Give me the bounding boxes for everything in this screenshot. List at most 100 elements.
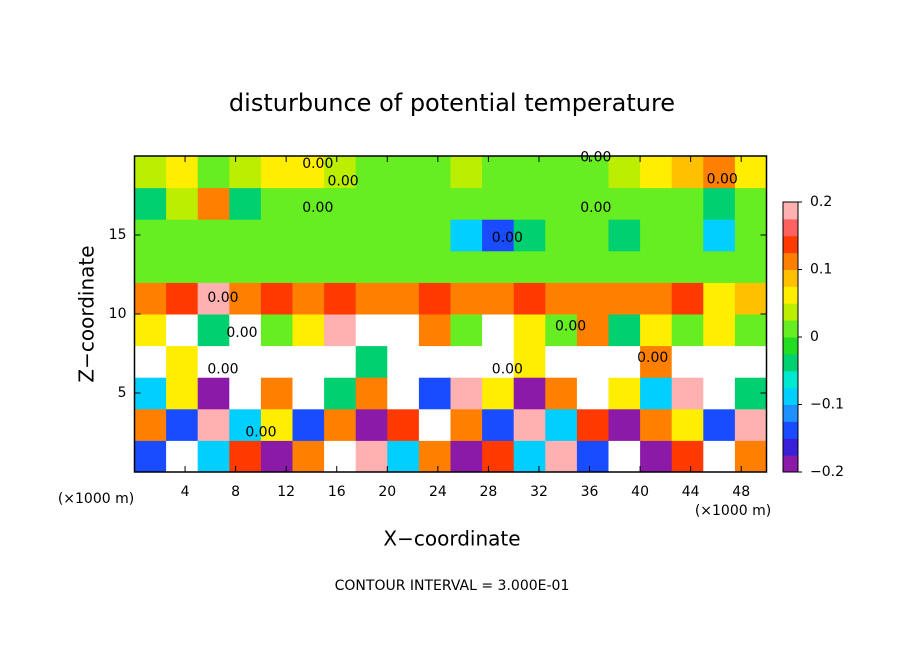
cell [482,250,515,283]
cell [355,219,388,252]
contour-label: 0.00 [637,350,668,366]
contour-label: 0.00 [302,156,333,172]
contour-label: 0.00 [492,230,523,246]
cell [355,408,388,441]
cell [671,345,704,378]
cell [166,408,199,441]
cell [576,187,609,220]
cell [513,377,546,410]
cell [450,187,483,220]
cell [608,250,641,283]
cell [260,250,293,283]
colorbar-swatch [783,455,798,473]
cell [387,250,420,283]
cell [608,156,641,189]
cell [513,440,546,473]
cell [292,345,325,378]
colorbar-swatch [783,235,798,254]
cell [545,219,578,252]
cell [292,187,325,220]
cell [260,408,293,441]
cell [166,377,199,410]
cell [576,250,609,283]
cell [482,314,515,347]
x-tick-label: 36 [581,484,599,500]
cell [671,219,704,252]
x-tick-label: 40 [631,484,649,500]
cell [576,377,609,410]
cell [703,250,736,283]
cell [703,282,736,315]
cell [166,219,199,252]
cell [608,282,641,315]
chart-title: disturbunce of potential temperature [229,89,675,117]
cell [640,377,673,410]
cell [482,377,515,410]
cell [703,156,736,189]
cell [260,156,293,189]
cell [197,440,230,473]
colorbar-tick-label: 0.1 [810,262,832,278]
colorbar-tick-label: −0.2 [810,464,844,480]
cell [734,408,767,441]
cell [197,187,230,220]
cell [324,408,357,441]
cell [671,408,704,441]
cell [576,156,609,189]
cell [703,377,736,410]
cell [418,187,451,220]
contour-label: 0.00 [207,290,238,306]
cell [608,440,641,473]
cell [450,250,483,283]
cell [513,345,546,378]
cell [260,440,293,473]
cell [482,345,515,378]
cell [292,440,325,473]
cell [608,187,641,220]
cell [229,156,262,189]
cell [324,156,357,189]
cell [576,408,609,441]
footnote: CONTOUR INTERVAL = 3.000E-01 [335,578,570,594]
cell [545,345,578,378]
x-unit-label: (×1000 m) [695,503,771,519]
y-unit-label: (×1000 m) [58,491,134,507]
cell [324,187,357,220]
cell [513,156,546,189]
cell [671,440,704,473]
contour-label: 0.00 [302,200,333,216]
y-tick-label: 15 [109,227,127,243]
cell [260,187,293,220]
cell [703,187,736,220]
cell [450,314,483,347]
cell [166,314,199,347]
cell [166,156,199,189]
contour-label: 0.00 [580,150,611,166]
cell [576,314,609,347]
cell [260,282,293,315]
cell [703,219,736,252]
cell [734,345,767,378]
cell [355,156,388,189]
contour-label: 0.00 [707,172,738,188]
cell [355,282,388,315]
cell [640,250,673,283]
cell [260,314,293,347]
cell [734,250,767,283]
colorbar-swatch [783,269,798,287]
x-tick-label: 48 [732,484,750,500]
cell [513,187,546,220]
cell [324,377,357,410]
contour-label: 0.00 [492,361,523,377]
cell [324,314,357,347]
contour-label: 0.00 [327,173,358,189]
cell [545,187,578,220]
colorbar-swatch [783,337,798,355]
cell [545,250,578,283]
contour-label: 0.00 [226,325,257,341]
cell [324,440,357,473]
cell [545,156,578,189]
cell [134,314,167,347]
cell [450,156,483,189]
colorbar-swatch [783,370,798,389]
